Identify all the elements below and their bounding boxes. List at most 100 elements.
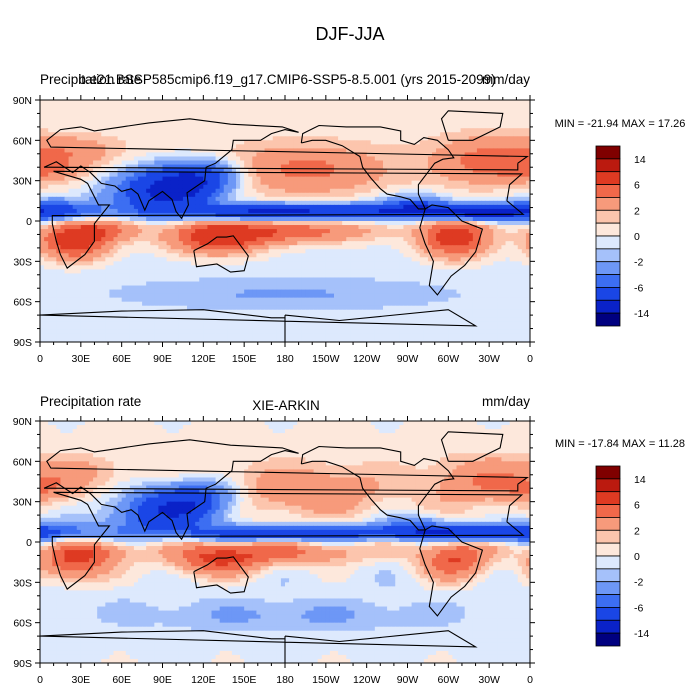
grid-cell xyxy=(182,265,188,270)
grid-cell xyxy=(317,184,323,190)
grid-cell xyxy=(223,184,229,190)
grid-cell xyxy=(252,124,257,129)
grid-cell xyxy=(391,168,396,173)
grid-cell xyxy=(481,116,486,121)
grid-cell xyxy=(366,192,372,198)
grid-cell xyxy=(444,225,449,230)
grid-cell xyxy=(52,241,57,246)
grid-cell xyxy=(231,132,237,137)
grid-cell xyxy=(513,233,519,238)
grid-cell xyxy=(460,132,466,137)
grid-cell xyxy=(203,104,208,109)
grid-cell xyxy=(211,229,216,234)
grid-cell xyxy=(125,237,131,242)
grid-cell xyxy=(297,132,302,137)
grid-cell xyxy=(48,104,53,109)
grid-cell xyxy=(485,100,490,105)
grid-cell xyxy=(395,180,400,186)
grid-cell xyxy=(354,196,359,202)
grid-cell xyxy=(387,140,392,145)
grid-cell xyxy=(121,265,127,270)
grid-cell xyxy=(525,216,530,222)
grid-cell xyxy=(215,221,221,226)
grid-cell xyxy=(485,128,490,133)
grid-cell xyxy=(301,104,306,109)
grid-cell xyxy=(244,120,249,125)
grid-cell xyxy=(133,168,139,173)
grid-cell xyxy=(509,112,515,117)
grid-cell xyxy=(260,253,265,258)
grid-cell xyxy=(525,148,530,153)
grid-cell xyxy=(56,229,61,234)
grid-cell xyxy=(427,112,433,117)
grid-cell xyxy=(272,156,278,161)
grid-cell xyxy=(346,116,351,121)
grid-cell xyxy=(52,112,57,117)
grid-cell xyxy=(468,132,474,137)
grid-cell xyxy=(268,156,274,161)
grid-cell xyxy=(60,241,65,246)
grid-cell xyxy=(305,225,310,230)
grid-cell xyxy=(154,168,159,173)
grid-cell xyxy=(321,152,327,157)
grid-cell xyxy=(280,200,286,206)
grid-cell xyxy=(272,104,278,109)
grid-cell xyxy=(125,261,131,266)
grid-cell xyxy=(383,112,388,117)
grid-cell xyxy=(452,229,457,234)
grid-cell xyxy=(44,245,49,250)
grid-cell xyxy=(60,221,65,226)
grid-cell xyxy=(321,221,327,226)
grid-cell xyxy=(113,233,118,238)
grid-cell xyxy=(150,225,155,230)
grid-cell xyxy=(366,100,372,105)
grid-cell xyxy=(84,216,90,222)
grid-cell xyxy=(476,253,482,258)
grid-cell xyxy=(362,261,368,266)
grid-cell xyxy=(476,212,482,218)
grid-cell xyxy=(403,104,408,109)
grid-cell xyxy=(317,257,323,262)
grid-cell xyxy=(105,184,110,190)
grid-cell xyxy=(56,152,61,157)
grid-cell xyxy=(472,112,478,117)
grid-cell xyxy=(411,249,417,254)
grid-cell xyxy=(472,156,478,161)
grid-cell xyxy=(138,132,143,137)
grid-cell xyxy=(525,184,530,190)
grid-cell xyxy=(121,168,127,173)
grid-cell xyxy=(97,156,102,161)
grid-cell xyxy=(64,156,69,161)
grid-cell xyxy=(346,229,351,234)
grid-cell xyxy=(370,257,376,262)
grid-cell xyxy=(142,257,147,262)
grid-cell xyxy=(301,148,306,153)
grid-cell xyxy=(223,128,229,133)
grid-cell xyxy=(182,124,188,129)
grid-cell xyxy=(452,216,457,222)
grid-cell xyxy=(342,160,347,165)
grid-cell xyxy=(113,204,118,210)
grid-cell xyxy=(370,204,376,210)
grid-cell xyxy=(493,249,498,254)
grid-cell xyxy=(199,237,204,242)
grid-cell xyxy=(456,253,461,258)
grid-cell xyxy=(456,196,461,202)
grid-cell xyxy=(415,156,421,161)
grid-cell xyxy=(191,249,196,254)
grid-cell xyxy=(399,249,404,254)
grid-cell xyxy=(60,140,65,145)
grid-cell xyxy=(236,168,241,173)
grid-cell xyxy=(142,221,147,226)
grid-cell xyxy=(150,265,155,270)
grid-cell xyxy=(452,132,457,137)
grid-cell xyxy=(342,237,347,242)
grid-cell xyxy=(138,156,143,161)
grid-cell xyxy=(285,216,290,222)
grid-cell xyxy=(289,100,294,105)
grid-cell xyxy=(138,200,143,206)
grid-cell xyxy=(411,156,417,161)
grid-cell xyxy=(105,249,110,254)
grid-cell xyxy=(60,164,65,169)
grid-cell xyxy=(76,128,82,133)
